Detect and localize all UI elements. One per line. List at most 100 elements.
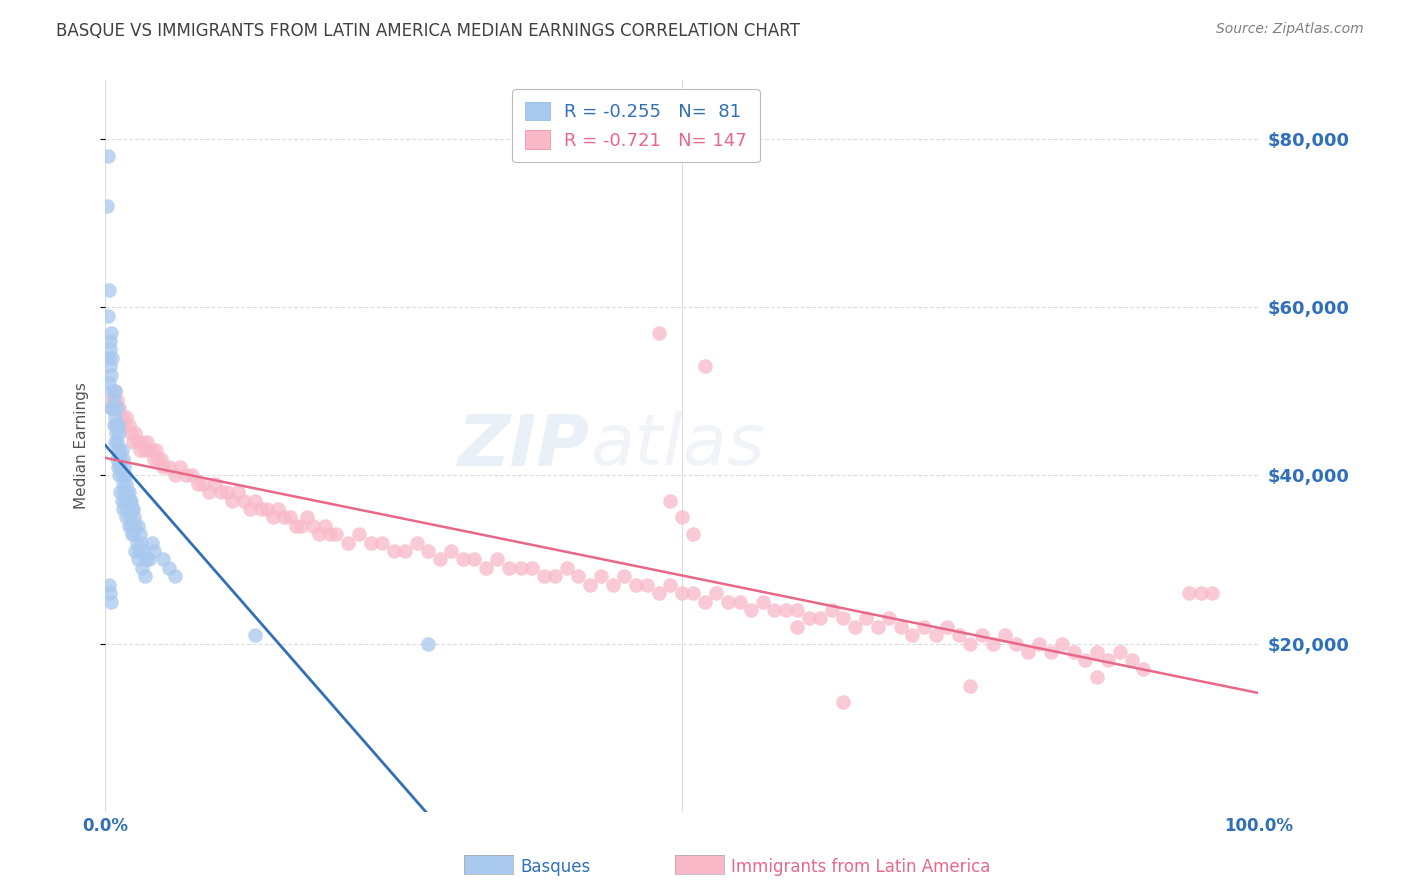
Point (763, 603, 786, 617)
Point (98, 359, 121, 373)
Point (148, 451, 170, 466)
Point (451, 552, 474, 566)
Point (108, 468, 131, 483)
Point (117, 485, 139, 500)
Point (117, 417, 139, 432)
Point (105, 434, 128, 449)
Point (101, 351, 124, 365)
Point (245, 628, 267, 642)
Point (970, 628, 993, 642)
Point (107, 417, 129, 432)
Point (520, 561, 543, 575)
Point (221, 493, 243, 508)
Point (204, 476, 226, 491)
Point (636, 578, 658, 592)
Point (302, 519, 325, 533)
Point (728, 594, 751, 608)
Point (127, 434, 149, 449)
Point (129, 527, 152, 541)
Point (110, 451, 132, 466)
Text: atlas: atlas (589, 411, 765, 481)
Point (181, 468, 204, 483)
Point (463, 552, 485, 566)
Point (1132, 662, 1154, 676)
Point (429, 552, 451, 566)
Point (163, 468, 186, 483)
Point (152, 460, 174, 475)
Point (1097, 653, 1119, 667)
Point (924, 628, 946, 642)
Point (120, 493, 142, 508)
Point (1005, 636, 1028, 650)
Point (1063, 645, 1085, 659)
Point (163, 569, 186, 583)
Point (948, 628, 970, 642)
Point (117, 519, 139, 533)
Point (262, 510, 284, 524)
Point (115, 409, 138, 424)
Point (98, 334, 121, 348)
Point (290, 519, 312, 533)
Point (104, 409, 127, 424)
Point (671, 510, 693, 524)
Point (1017, 645, 1039, 659)
Point (994, 628, 1017, 642)
Point (121, 502, 143, 516)
Point (105, 392, 128, 407)
Point (138, 443, 160, 458)
Point (1109, 645, 1132, 659)
Point (1028, 636, 1050, 650)
Point (544, 569, 567, 583)
Point (250, 502, 273, 516)
Point (98, 392, 121, 407)
Point (111, 451, 134, 466)
Point (624, 578, 647, 592)
Point (138, 552, 160, 566)
Point (555, 561, 578, 575)
Point (122, 434, 145, 449)
Point (104, 384, 127, 399)
Point (108, 426, 131, 441)
Point (97, 351, 120, 365)
Point (319, 527, 342, 541)
Point (648, 326, 671, 340)
Point (100, 401, 122, 416)
Point (141, 443, 163, 458)
Point (486, 552, 509, 566)
Point (371, 535, 394, 549)
Point (981, 636, 1004, 650)
Point (297, 510, 319, 524)
Point (110, 493, 132, 508)
Point (112, 460, 135, 475)
Point (134, 443, 156, 458)
Point (115, 476, 138, 491)
Point (215, 485, 238, 500)
Point (100, 326, 122, 340)
Point (648, 586, 671, 600)
Point (103, 392, 125, 407)
Point (104, 426, 127, 441)
Point (382, 544, 405, 558)
Point (97, 376, 120, 390)
Point (131, 561, 153, 575)
Point (278, 510, 301, 524)
Point (112, 417, 135, 432)
Point (114, 468, 136, 483)
Point (141, 535, 163, 549)
Point (98, 586, 121, 600)
Point (152, 552, 174, 566)
Point (127, 552, 149, 566)
Point (418, 544, 440, 558)
Point (314, 519, 336, 533)
Point (751, 594, 773, 608)
Point (347, 527, 370, 541)
Point (149, 451, 172, 466)
Point (1201, 586, 1223, 600)
Point (100, 594, 122, 608)
Point (111, 502, 134, 516)
Point (682, 586, 704, 600)
Point (193, 476, 215, 491)
Point (717, 594, 740, 608)
Point (169, 460, 191, 475)
Point (1074, 653, 1097, 667)
